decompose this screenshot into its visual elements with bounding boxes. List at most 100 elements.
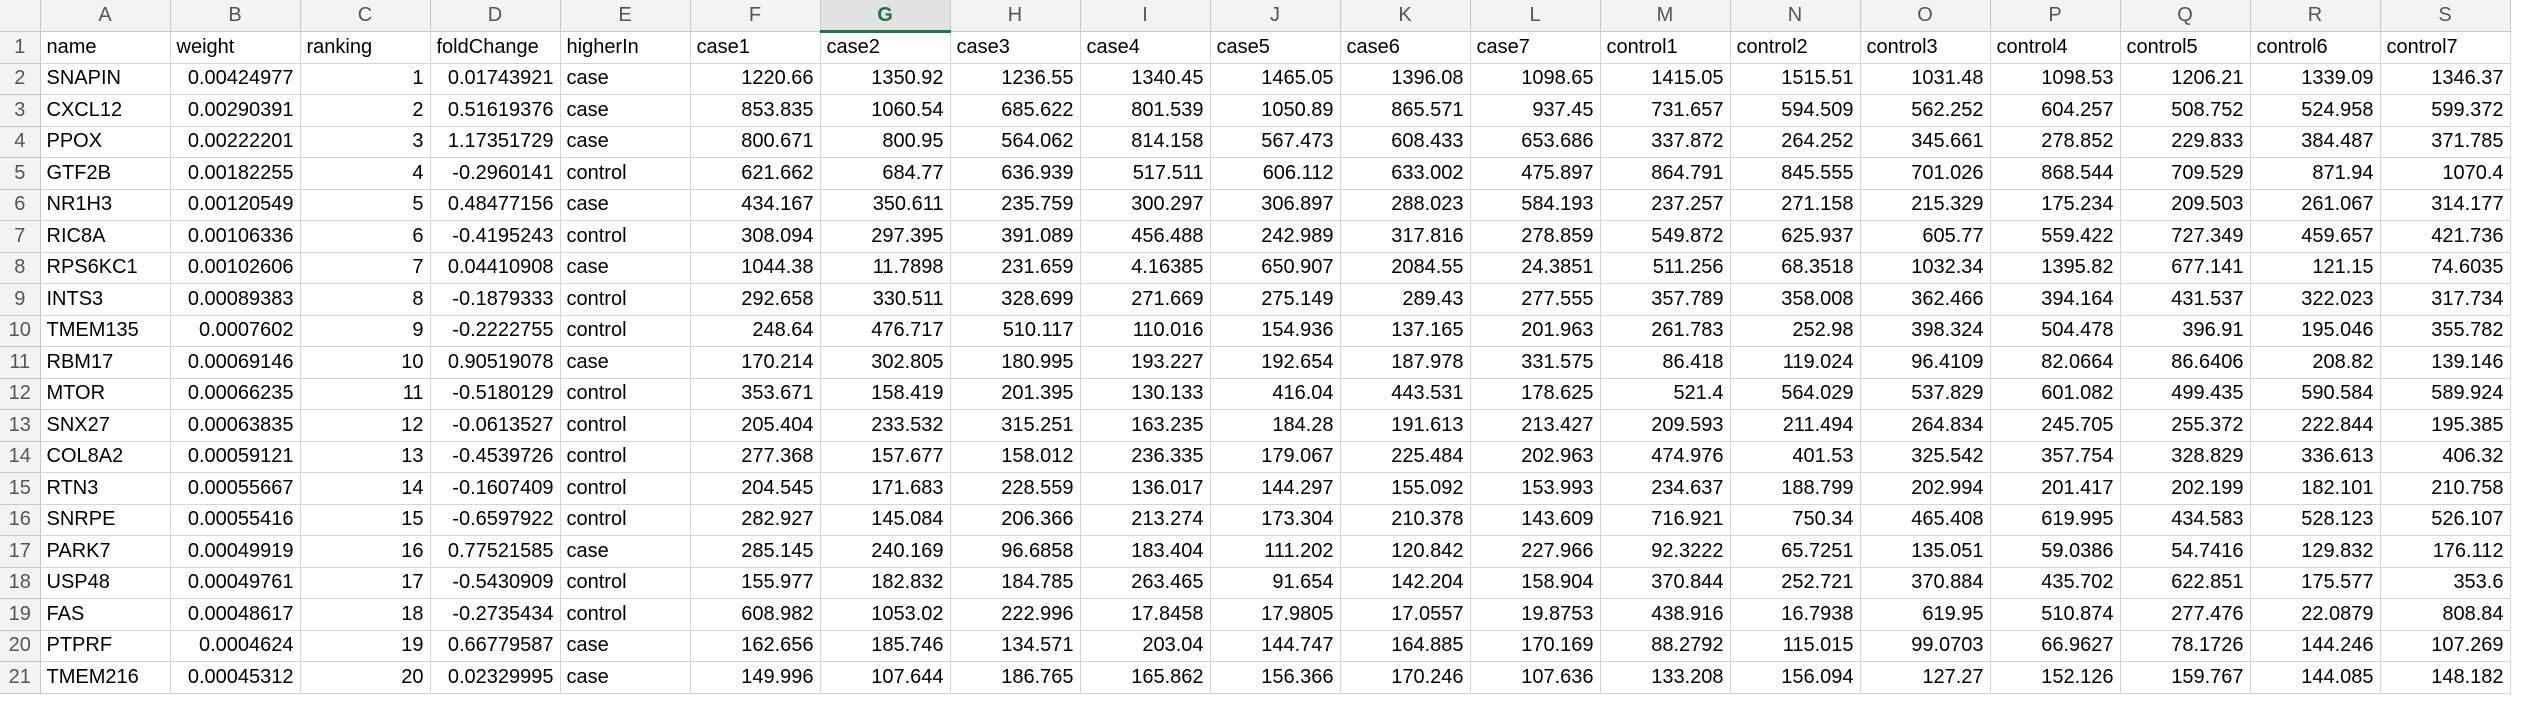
column-header-e[interactable]: E [560,0,691,32]
cell[interactable]: 0.00048617 [170,598,301,631]
cell[interactable]: 619.95 [1860,598,1991,631]
cell[interactable]: 17 [300,567,431,599]
row-header[interactable]: 15 [0,472,41,505]
column-title-cell[interactable]: control6 [2250,31,2381,64]
cell[interactable]: 10 [300,346,431,379]
cell[interactable]: 1465.05 [1210,63,1341,95]
cell[interactable]: 209.593 [1600,409,1731,442]
cell[interactable]: 345.661 [1860,126,1991,158]
column-title-cell[interactable]: control4 [1990,31,2121,64]
cell[interactable]: 170.246 [1340,661,1471,694]
cell[interactable]: 511.256 [1600,252,1731,284]
cell[interactable]: 394.164 [1990,283,2121,316]
cell[interactable]: 201.417 [1990,472,2121,505]
cell[interactable]: TMEM216 [40,661,171,694]
cell[interactable]: 1.17351729 [430,126,561,158]
cell[interactable]: 350.611 [820,189,951,221]
cell[interactable]: 110.016 [1080,315,1211,347]
cell[interactable]: 213.427 [1470,409,1601,442]
cell[interactable]: 82.0664 [1990,346,2121,379]
cell[interactable]: 524.958 [2250,94,2381,127]
cell[interactable]: 209.503 [2120,189,2251,221]
cell[interactable]: -0.2960141 [430,157,561,190]
column-header-q[interactable]: Q [2120,0,2251,32]
cell[interactable]: 438.916 [1600,598,1731,631]
cell[interactable]: 240.169 [820,535,951,568]
column-title-cell[interactable]: ranking [300,31,431,64]
cell[interactable]: 96.6858 [950,535,1081,568]
cell[interactable]: 186.765 [950,661,1081,694]
row-header[interactable]: 8 [0,252,41,284]
cell[interactable]: 144.085 [2250,661,2381,694]
column-header-d[interactable]: D [430,0,561,32]
cell[interactable]: 134.571 [950,630,1081,662]
cell[interactable]: 622.851 [2120,567,2251,599]
cell[interactable]: control [560,283,691,316]
cell[interactable]: 526.107 [2380,504,2511,536]
cell[interactable]: 203.04 [1080,630,1211,662]
cell[interactable]: 185.746 [820,630,951,662]
cell[interactable]: 510.117 [950,315,1081,347]
cell[interactable]: 0.00045312 [170,661,301,694]
cell[interactable]: 66.9627 [1990,630,2121,662]
cell[interactable]: 144.747 [1210,630,1341,662]
cell[interactable]: 604.257 [1990,94,2121,127]
cell[interactable]: 1206.21 [2120,63,2251,95]
cell[interactable]: 317.816 [1340,220,1471,253]
cell[interactable]: 115.015 [1730,630,1861,662]
cell[interactable]: 800.671 [690,126,821,158]
cell[interactable]: 1098.65 [1470,63,1601,95]
cell[interactable]: 508.752 [2120,94,2251,127]
cell[interactable]: 136.017 [1080,472,1211,505]
cell[interactable]: 416.04 [1210,378,1341,410]
row-header[interactable]: 4 [0,126,41,158]
cell[interactable]: control [560,378,691,410]
cell[interactable]: 143.609 [1470,504,1601,536]
cell[interactable]: 213.274 [1080,504,1211,536]
cell[interactable]: 164.885 [1340,630,1471,662]
cell[interactable]: 65.7251 [1730,535,1861,568]
cell[interactable]: 6 [300,220,431,253]
row-header[interactable]: 17 [0,535,41,568]
cell[interactable]: 222.844 [2250,409,2381,442]
cell[interactable]: 370.884 [1860,567,1991,599]
cell[interactable]: 202.994 [1860,472,1991,505]
cell[interactable]: 192.654 [1210,346,1341,379]
cell[interactable]: 2 [300,94,431,127]
cell[interactable]: 292.658 [690,283,821,316]
cell[interactable]: 175.577 [2250,567,2381,599]
cell[interactable]: 184.785 [950,567,1081,599]
cell[interactable]: 391.089 [950,220,1081,253]
cell[interactable]: 195.385 [2380,409,2511,442]
column-title-cell[interactable]: case3 [950,31,1081,64]
cell[interactable]: control [560,157,691,190]
cell[interactable]: 434.583 [2120,504,2251,536]
cell[interactable]: 0.00063835 [170,409,301,442]
cell[interactable]: 173.304 [1210,504,1341,536]
cell[interactable]: 937.45 [1470,94,1601,127]
column-title-cell[interactable]: case4 [1080,31,1211,64]
column-header-k[interactable]: K [1340,0,1471,32]
cell[interactable]: -0.0613527 [430,409,561,442]
row-header[interactable]: 1 [0,31,41,64]
cell[interactable]: 0.66779587 [430,630,561,662]
row-header[interactable]: 14 [0,441,41,473]
cell[interactable]: 153.993 [1470,472,1601,505]
cell[interactable]: 1060.54 [820,94,951,127]
cell[interactable]: GTF2B [40,157,171,190]
cell[interactable]: 716.921 [1600,504,1731,536]
cell[interactable]: control [560,504,691,536]
cell[interactable]: 0.00069146 [170,346,301,379]
cell[interactable]: 0.90519078 [430,346,561,379]
cell[interactable]: 808.84 [2380,598,2511,631]
cell[interactable]: 677.141 [2120,252,2251,284]
cell[interactable]: -0.4195243 [430,220,561,253]
cell[interactable]: 245.705 [1990,409,2121,442]
cell[interactable]: 278.859 [1470,220,1601,253]
cell[interactable]: 300.297 [1080,189,1211,221]
cell[interactable]: 845.555 [1730,157,1861,190]
cell[interactable]: PARK7 [40,535,171,568]
cell[interactable]: 137.165 [1340,315,1471,347]
cell[interactable]: 1044.38 [690,252,821,284]
cell[interactable]: RTN3 [40,472,171,505]
